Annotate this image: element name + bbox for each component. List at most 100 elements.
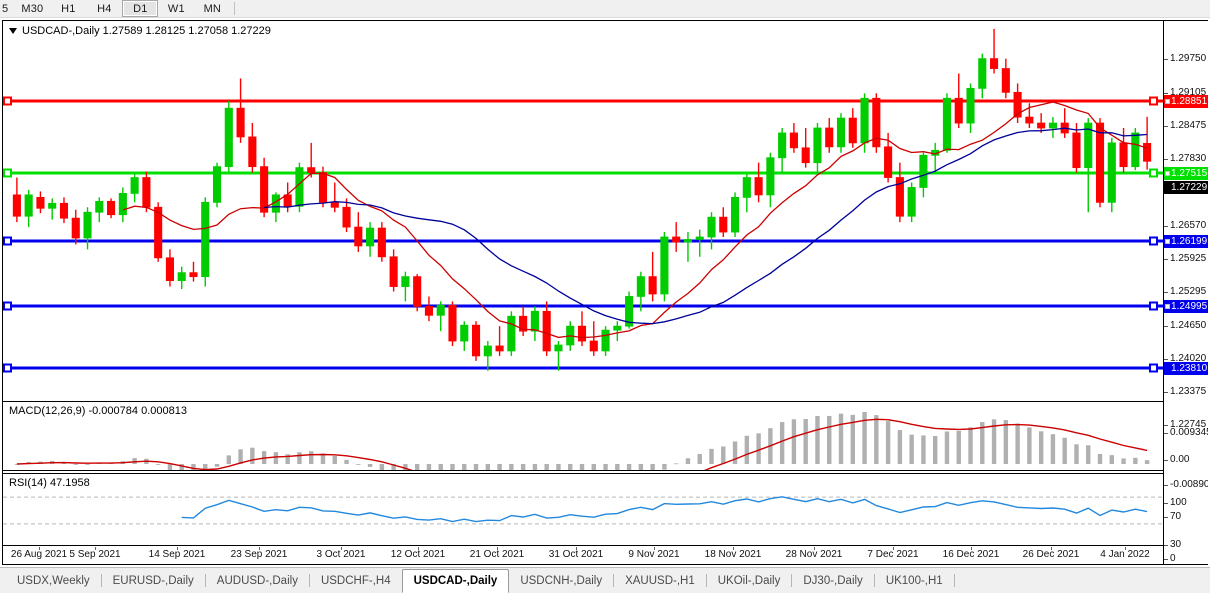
timeframe-button-h4[interactable]: H4 [97,2,112,15]
badge-handle-dot[interactable] [1165,239,1170,244]
scale-tick-mark [1164,559,1168,560]
level-handle-left[interactable] [3,363,12,373]
time-axis-label: 18 Nov 2021 [704,549,762,560]
chart-tab-uk100-h1[interactable]: UK100-,H1 [885,574,943,587]
chart-tab-xauusd-h1[interactable]: XAUUSD-,H1 [625,574,695,587]
level-handle-left[interactable] [3,168,12,178]
time-axis-tick [893,547,894,550]
timeframe-button-mn[interactable]: MN [203,2,222,15]
scale-tick-mark [1164,59,1168,60]
chart-tab-usdcad-daily[interactable]: USDCAD-,Daily [401,568,510,593]
price-chart-pane[interactable]: USDCAD-,Daily 1.27589 1.28125 1.27058 1.… [3,21,1163,399]
price-scale-badge[interactable]: 1.23810 [1164,362,1208,375]
chart-tab-usdchf-h4[interactable]: USDCHF-,H4 [320,574,391,587]
tab-divider [953,574,955,587]
time-axis-tick [576,547,577,550]
price-scale-tick: 1.29750 [1164,53,1208,64]
time-axis-tick [733,547,734,550]
timeframe-button-d1[interactable]: D1 [122,0,159,17]
time-axis-tick [971,547,972,550]
badge-handle-dot[interactable] [1165,171,1170,176]
timeframe-button-h1[interactable]: H1 [61,2,76,15]
scale-tick-label: 1.29105 [1170,87,1207,98]
timeframe-button-w1[interactable]: W1 [167,2,185,15]
price-scale-badge-value: 1.24995 [1171,301,1208,312]
badge-handle-dot[interactable] [1165,99,1170,104]
scale-tick-label: 1.26570 [1170,220,1207,231]
chevron-down-icon[interactable] [9,28,17,34]
scale-tick-label: 1.28475 [1170,120,1207,131]
price-scale-badge[interactable]: 1.28851 [1164,95,1208,108]
scale-tick-label: 1.25295 [1170,286,1207,297]
price-scale-badge-value: 1.27229 [1171,182,1208,193]
tab-divider [613,574,615,587]
chart-tab-eurusd-daily[interactable]: EURUSD-,Daily [112,574,194,587]
time-axis-tick [1125,547,1126,550]
time-axis-label: 3 Oct 2021 [316,549,366,560]
price-scale-tick: 1.22745 [1164,419,1208,430]
scale-tick-label: 1.24650 [1170,320,1207,331]
time-axis-label: 16 Dec 2021 [942,549,1000,560]
time-axis-label: 31 Oct 2021 [548,549,604,560]
scale-tick-mark [1164,326,1168,327]
level-handle-right[interactable] [1149,168,1158,178]
chart-tab-ukoil-daily[interactable]: UKOil-,Daily [717,574,781,587]
scale-tick-label: 0.009345 [1170,427,1208,438]
timeframe-button-5[interactable]: 5 [2,2,9,15]
price-scale-badge[interactable]: 1.26199 [1164,235,1208,248]
tab-divider [100,574,102,587]
level-handle-left[interactable] [3,301,12,311]
price-scale-badge[interactable]: 1.27229 [1164,181,1208,194]
price-scale-badge[interactable]: 1.27515 [1164,167,1208,180]
price-scale-badge-value: 1.23810 [1171,363,1208,374]
scale-tick-label: 100 [1170,497,1187,508]
chart-tab-usdx-weekly[interactable]: USDX,Weekly [17,574,90,587]
scale-tick-mark [1164,517,1168,518]
scale-tick-mark [1164,425,1168,426]
price-scale-badge-value: 1.26199 [1171,236,1208,247]
scale-tick-label: 1.22745 [1170,419,1207,430]
rsi-label: RSI(14) 47.1958 [9,477,90,489]
badge-handle-dot[interactable] [1165,304,1170,309]
candle-series [12,28,1152,371]
level-handle-right[interactable] [1149,236,1158,246]
scale-tick-mark [1164,433,1168,434]
timeframe-button-m30[interactable]: M30 [21,2,44,15]
tab-divider [308,574,310,587]
time-axis-tick [259,547,260,550]
level-handle-right[interactable] [1149,301,1158,311]
level-handle-left[interactable] [3,96,12,106]
macd-pane[interactable]: MACD(12,26,9) -0.000784 0.000813 [3,401,1163,471]
scale-tick-label: -0.008902 [1170,479,1208,490]
scale-tick-label: 1.25925 [1170,253,1207,264]
price-scale-badge[interactable]: 1.24995 [1164,300,1208,313]
chart-tab-dj30-daily[interactable]: DJ30-,Daily [803,574,863,587]
macd-label: MACD(12,26,9) -0.000784 0.000813 [9,405,187,417]
price-scale-tick: 1.27830 [1164,153,1208,164]
tab-divider [705,574,707,587]
rsi-pane[interactable]: RSI(14) 47.1958 [3,473,1163,546]
chart-tab-audusd-daily[interactable]: AUDUSD-,Daily [216,574,298,587]
level-handle-right[interactable] [1149,96,1158,106]
time-axis: 26 Aug 2021 5 Sep 2021 14 Sep 2021 23 Sep 2… [3,547,1163,564]
scale-tick-label: 70 [1170,511,1182,522]
ma-fast-line [122,101,1148,339]
tab-divider [204,574,206,587]
rsi-svg [3,496,1163,525]
time-axis-tick [177,547,178,550]
toolbar-divider [234,2,236,15]
chart-frame: USDCAD-,Daily 1.27589 1.28125 1.27058 1.… [2,20,1208,565]
price-scale-tick: 1.26570 [1164,220,1208,231]
scale-tick-label: 1.24020 [1170,353,1207,364]
macd-svg [14,412,1150,470]
chart-profile-tabbar: USDX,Weekly EURUSD-,Daily AUDUSD-,Daily USD… [0,567,1210,593]
level-handle-left[interactable] [3,236,12,246]
rsi-line [181,496,1148,523]
level-handle-right[interactable] [1149,363,1158,373]
macd-histogram [14,412,1150,470]
chart-tab-usdcnh-daily[interactable]: USDCNH-,Daily [520,574,603,587]
scale-tick-label: 0.00 [1170,454,1190,465]
scale-tick-mark [1164,159,1168,160]
price-scale[interactable]: 1.29750 1.29105 1.28475 1.27830 1.26570 1.259… [1163,21,1208,564]
macd-scale-tick: -0.008902 [1164,479,1208,490]
